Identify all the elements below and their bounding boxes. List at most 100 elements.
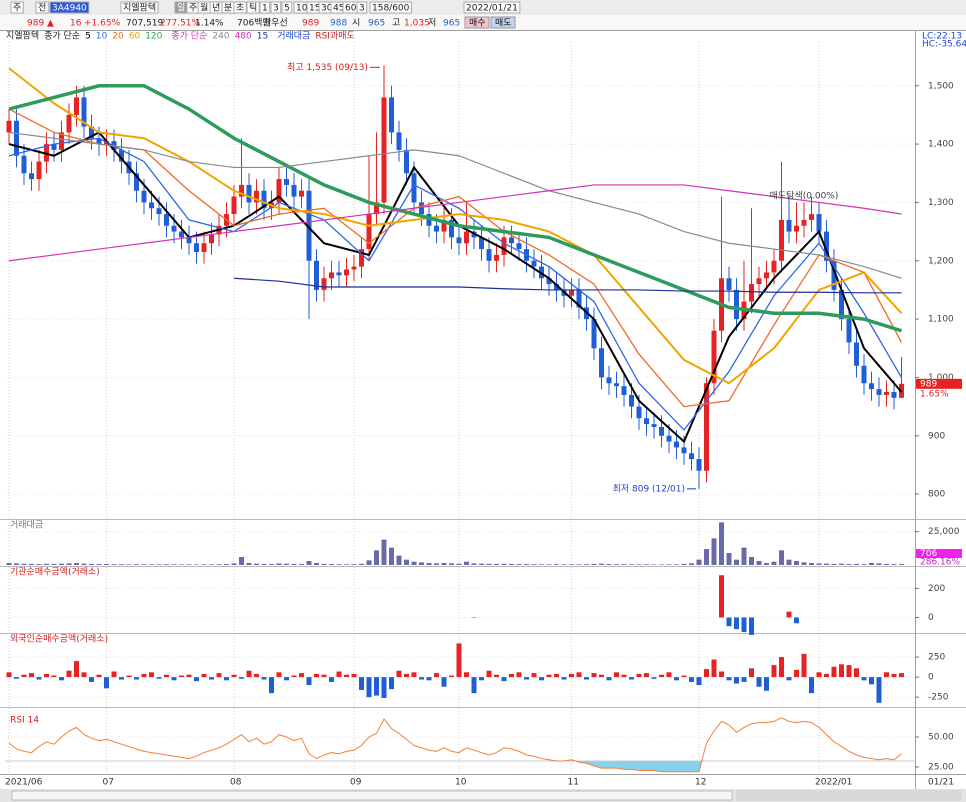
volume-bar — [321, 563, 327, 565]
volume-bar — [111, 564, 117, 565]
quote-field: 1,035 — [404, 19, 430, 29]
toolbar-button[interactable]: 3 — [359, 4, 365, 14]
toolbar-button[interactable]: 30 — [321, 4, 333, 14]
order-button[interactable]: 매도 — [495, 18, 512, 29]
candle-body — [329, 272, 334, 279]
order-button-bg[interactable] — [464, 16, 490, 29]
net-buy-bar — [486, 670, 492, 678]
volume-bar — [561, 564, 567, 565]
toolbar-button-bg[interactable] — [259, 1, 271, 14]
toolbar-button-bg[interactable] — [246, 1, 260, 14]
scroll-track[interactable] — [11, 790, 733, 801]
candle-body — [74, 97, 79, 115]
net-buy-bar — [869, 677, 874, 685]
order-button-bg[interactable] — [490, 16, 516, 29]
toolbar-button[interactable]: 1 — [262, 4, 268, 14]
net-buy-bar — [74, 661, 79, 678]
y-tick-label: 1,000 — [928, 373, 954, 383]
volume-bar — [89, 563, 94, 565]
toolbar-button[interactable]: 3A4940 — [52, 4, 87, 14]
toolbar-button-bg[interactable] — [49, 1, 90, 14]
candle-body — [651, 424, 657, 427]
toolbar-button[interactable]: 45 — [333, 4, 344, 14]
candle-body — [164, 214, 169, 226]
toolbar-button-bg[interactable] — [233, 1, 247, 14]
toolbar-button[interactable]: 전 — [38, 3, 46, 14]
net-buy-bar — [726, 617, 732, 627]
candle-body — [134, 173, 139, 191]
toolbar-button-bg[interactable] — [35, 1, 49, 14]
volume-bar — [659, 564, 664, 565]
volume-bar — [404, 559, 409, 565]
toolbar-button[interactable]: 일 — [177, 3, 185, 14]
volume-bar — [186, 564, 192, 565]
volume-bar — [179, 564, 184, 565]
toolbar-button-bg[interactable] — [120, 1, 159, 14]
toolbar-button[interactable]: 15 — [309, 4, 320, 14]
order-button[interactable]: 매수 — [469, 18, 486, 29]
volume-bar — [44, 563, 49, 565]
toolbar-button[interactable]: 10 — [296, 4, 308, 14]
candle-body — [786, 219, 792, 232]
toolbar-button-bg[interactable] — [270, 1, 282, 14]
volume-bar — [269, 564, 274, 565]
toolbar-button[interactable]: 주 — [189, 3, 197, 14]
toolbar-button[interactable]: 2022/01/21 — [466, 4, 518, 14]
toolbar-button[interactable]: 년 — [212, 3, 220, 14]
toolbar-button[interactable]: 3 — [273, 4, 279, 14]
net-buy-bar — [179, 675, 184, 678]
toolbar-button-bg[interactable] — [281, 1, 293, 14]
y-tick-label: 25,000 — [928, 527, 960, 537]
legend-label: 480 — [235, 32, 252, 42]
volume-bar — [719, 522, 724, 565]
candle-body — [419, 202, 424, 215]
volume-bar — [246, 563, 252, 565]
toolbar-button-bg[interactable] — [10, 1, 24, 14]
toolbar-button[interactable]: 틱 — [249, 2, 257, 14]
candle-body — [876, 389, 882, 395]
toolbar-button[interactable]: 초 — [236, 3, 244, 14]
quote-field: 16 — [70, 19, 82, 29]
quote-field: 277.51% — [160, 19, 200, 29]
candle-body — [426, 214, 432, 226]
scroll-controls[interactable] — [736, 790, 962, 801]
toolbar-button[interactable]: 60 — [345, 4, 357, 14]
toolbar-button[interactable]: 주 — [13, 3, 21, 14]
candle-body — [344, 269, 349, 276]
candle-body — [366, 214, 372, 250]
net-buy-bar — [711, 659, 717, 678]
net-buy-bar — [111, 671, 117, 678]
legend-label: 5 — [85, 32, 91, 42]
legend-label: 120 — [145, 32, 162, 42]
candle-body — [404, 149, 409, 174]
toolbar-button[interactable]: 지엘팜텍 — [123, 3, 156, 14]
toolbar-button-bg[interactable] — [356, 1, 368, 14]
y-tick-label: 50.00 — [928, 732, 954, 742]
net-buy-bar — [186, 674, 192, 678]
y-tick-label: 250 — [928, 653, 945, 663]
candle-body — [186, 237, 192, 244]
volume-bar — [584, 564, 589, 565]
net-buy-bar — [21, 674, 27, 678]
candle-body — [711, 330, 717, 384]
toolbar-button-bg[interactable] — [463, 1, 521, 14]
toolbar-button[interactable]: 158/600 — [372, 4, 410, 14]
quote-field: 저 — [428, 18, 436, 29]
toolbar-button[interactable]: 분 — [224, 3, 232, 14]
net-buy-bar — [149, 672, 154, 678]
net-buy-bar — [141, 673, 147, 678]
toolbar-button-bg[interactable] — [369, 1, 412, 14]
x-tick-label: 2021/06 — [5, 778, 43, 788]
net-buy-bar — [231, 674, 237, 678]
candle-body — [314, 260, 319, 290]
volume-bar — [884, 563, 889, 565]
ma-line — [8, 137, 903, 431]
toolbar-button[interactable]: 월 — [200, 2, 208, 14]
candle-body — [261, 190, 267, 209]
candle-body — [614, 383, 619, 387]
legend-label: 거래대금 — [277, 31, 310, 42]
net-buy-bar — [726, 677, 732, 681]
toolbar-button[interactable]: 5 — [284, 4, 290, 14]
volume-bar — [164, 564, 169, 565]
